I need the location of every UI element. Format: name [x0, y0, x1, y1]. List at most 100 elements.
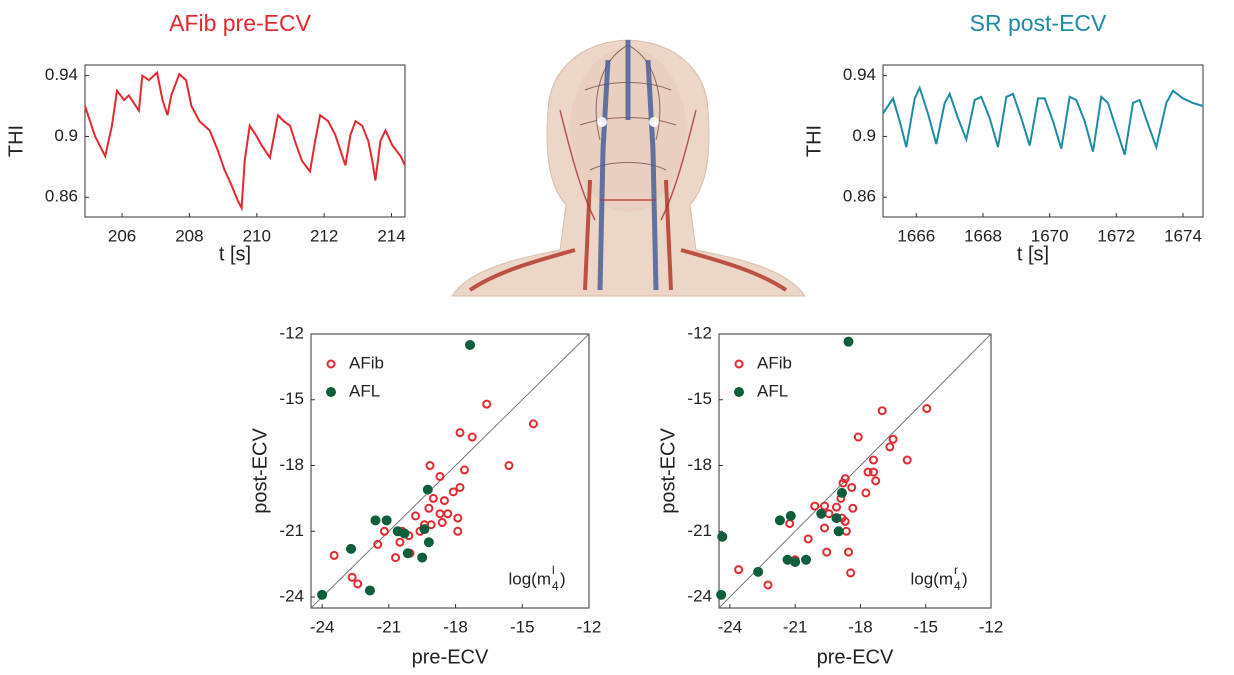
annotation: log(m — [508, 569, 551, 588]
scatter-point — [504, 461, 514, 471]
scatter-point — [716, 589, 727, 600]
x-tick-label: -18 — [443, 617, 468, 636]
x-axis-label: pre-ECV — [412, 646, 489, 668]
y-tick-label: -12 — [687, 323, 712, 342]
legend-marker — [734, 359, 744, 369]
scatter-point — [790, 556, 801, 567]
x-tick-label: -21 — [783, 617, 808, 636]
scatter-point — [364, 585, 375, 596]
x-tick-label: 206 — [108, 226, 136, 245]
scatter-point — [459, 465, 469, 475]
x-tick-label: -21 — [377, 617, 402, 636]
scatter-point — [347, 572, 357, 582]
y-tick-label: -12 — [279, 323, 304, 342]
x-tick-label: -18 — [848, 617, 873, 636]
annotation-superscript: l — [552, 563, 555, 577]
scatter-point — [868, 455, 878, 465]
legend-label: AFib — [349, 353, 384, 372]
scatter-point — [435, 471, 445, 481]
chart-title: AFib pre-ECV — [169, 10, 312, 36]
y-tick-label: 0.94 — [45, 65, 78, 84]
scatter-point — [373, 539, 383, 549]
scatter-point — [847, 482, 857, 492]
y-tick-label: 0.9 — [54, 126, 78, 145]
scatter-point — [785, 510, 796, 521]
y-tick-label: -18 — [279, 455, 304, 474]
scatter-point — [885, 442, 895, 452]
scatter-point — [439, 496, 449, 506]
x-tick-label: -24 — [310, 617, 335, 636]
x-tick-label: 1666 — [897, 226, 935, 245]
legend-label: AFL — [757, 381, 788, 400]
scatter-point — [734, 565, 744, 575]
scatter-point — [820, 523, 830, 533]
scatter-point — [843, 336, 854, 347]
scatter-point — [437, 518, 447, 528]
legend-marker — [734, 387, 744, 397]
scatter-point — [423, 537, 434, 548]
y-axis-label: THI — [5, 125, 27, 157]
annotation-superscript: r — [954, 563, 958, 577]
y-tick-label: 0.86 — [45, 187, 78, 206]
scatter-point — [424, 503, 434, 513]
scatter-point — [922, 404, 932, 414]
scatter-point — [391, 553, 401, 563]
annotation: ) — [560, 569, 566, 588]
legend-label: AFL — [349, 381, 380, 400]
y-tick-label: 0.86 — [843, 187, 876, 206]
scatter-point — [832, 502, 842, 512]
scatter-point — [824, 509, 834, 519]
scatter-point — [841, 526, 851, 536]
scatter-point — [868, 467, 878, 477]
annotation: log(m — [910, 569, 953, 588]
scatter-point — [822, 547, 832, 557]
scatter-point — [853, 432, 863, 442]
scatter-point — [863, 467, 873, 477]
x-tick-label: -12 — [979, 617, 1004, 636]
scatter-point — [428, 493, 438, 503]
plot-frame — [310, 333, 590, 609]
scatter-point — [453, 513, 463, 523]
scatter-point — [763, 580, 773, 590]
scatter-point — [417, 552, 428, 563]
scatter-point — [801, 554, 812, 565]
scatter-point — [528, 419, 538, 429]
scatter-point — [426, 520, 436, 530]
x-tick-label: 208 — [175, 226, 203, 245]
y-tick-label: 0.9 — [852, 126, 876, 145]
scatter-point — [448, 487, 458, 497]
scatter-point — [419, 524, 430, 535]
scatter-point — [353, 579, 363, 589]
scatter-point — [465, 339, 476, 350]
scatter-point — [871, 476, 881, 486]
plot-frame — [84, 64, 406, 218]
scatter-point — [317, 589, 328, 600]
y-tick-label: -15 — [687, 389, 712, 408]
scatter-point — [848, 503, 858, 513]
scatter-point — [810, 501, 820, 511]
scatter-point — [455, 482, 465, 492]
identity-line — [718, 333, 992, 609]
y-tick-label: -21 — [279, 521, 304, 540]
x-tick-label: -12 — [577, 617, 602, 636]
scatter-point — [370, 515, 381, 526]
scatter-point — [831, 513, 842, 524]
x-tick-label: -15 — [913, 617, 938, 636]
scatter-point — [902, 455, 912, 465]
scatter-point — [803, 534, 813, 544]
y-axis-label: THI — [803, 125, 825, 157]
y-tick-label: -15 — [279, 389, 304, 408]
x-tick-label: 214 — [377, 226, 405, 245]
data-line — [882, 85, 1204, 156]
scatter-point — [861, 488, 871, 498]
x-tick-label: -15 — [510, 617, 535, 636]
annotation-subscript: 4 — [954, 579, 961, 593]
x-axis-label: pre-ECV — [817, 646, 894, 668]
scatter-point — [411, 511, 421, 521]
scatter-point — [395, 537, 405, 547]
chart-title: SR post-ECV — [970, 10, 1107, 36]
scatter-point — [467, 432, 477, 442]
scatter-point — [329, 550, 339, 560]
x-tick-label: 1670 — [1031, 226, 1069, 245]
